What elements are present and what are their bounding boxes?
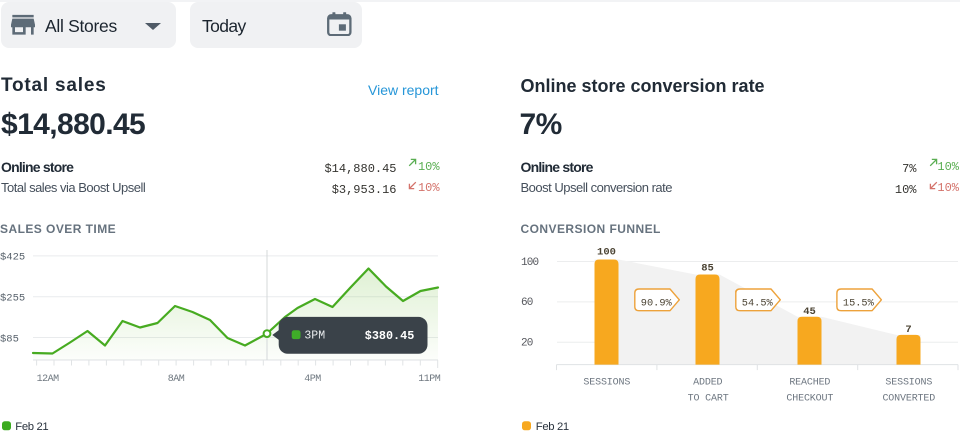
svg-text:12AM: 12AM bbox=[37, 374, 60, 385]
svg-text:85: 85 bbox=[701, 263, 714, 275]
svg-text:CHECKOUT: CHECKOUT bbox=[786, 393, 833, 404]
svg-text:100: 100 bbox=[597, 247, 616, 259]
svg-text:7: 7 bbox=[905, 324, 911, 336]
svg-text:$85: $85 bbox=[0, 333, 19, 345]
svg-text:$425: $425 bbox=[0, 252, 25, 264]
svg-text:3PM: 3PM bbox=[304, 330, 325, 343]
svg-text:SESSIONS: SESSIONS bbox=[885, 377, 932, 388]
svg-text:4PM: 4PM bbox=[304, 374, 321, 385]
svg-text:54.5%: 54.5% bbox=[742, 297, 774, 309]
svg-text:20: 20 bbox=[521, 338, 533, 350]
svg-text:15.5%: 15.5% bbox=[843, 297, 875, 309]
svg-text:Feb 21: Feb 21 bbox=[15, 421, 48, 431]
svg-text:8AM: 8AM bbox=[168, 374, 185, 385]
svg-text:Feb 21: Feb 21 bbox=[536, 421, 569, 431]
svg-text:TO CART: TO CART bbox=[688, 393, 729, 404]
svg-text:60: 60 bbox=[521, 297, 533, 309]
svg-text:100: 100 bbox=[521, 257, 539, 269]
svg-text:11PM: 11PM bbox=[418, 374, 441, 385]
svg-text:45: 45 bbox=[803, 306, 816, 318]
svg-text:ADDED: ADDED bbox=[693, 377, 722, 388]
svg-text:SESSIONS: SESSIONS bbox=[583, 377, 630, 388]
svg-text:CONVERTED: CONVERTED bbox=[882, 393, 935, 404]
svg-text:90.9%: 90.9% bbox=[641, 297, 673, 309]
svg-text:$380.45: $380.45 bbox=[365, 329, 415, 343]
svg-text:REACHED: REACHED bbox=[789, 377, 830, 388]
svg-text:$255: $255 bbox=[0, 293, 25, 305]
